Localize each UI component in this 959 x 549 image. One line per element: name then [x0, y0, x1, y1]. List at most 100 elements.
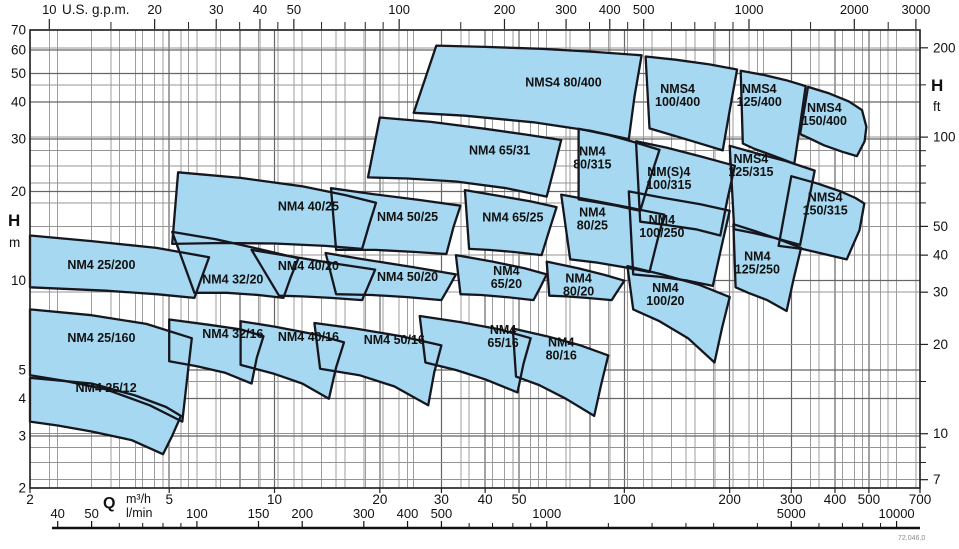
field-region-outline-nms4-80-400 [412, 44, 643, 141]
field-region-fill-nms4-150-400 [800, 86, 867, 157]
field-region-outline-nm4-40-20 [250, 248, 377, 302]
field-label: NM4 80/20 [563, 272, 594, 299]
left-axis-tick-label: 3 [18, 428, 26, 443]
field-label: NMS4 80/400 [525, 76, 601, 90]
bottom-axis-tick-label: 40 [478, 492, 493, 507]
field-region-fill-nm4-65-31 [368, 117, 562, 197]
field-region-outline-nms4-150-400 [798, 85, 868, 158]
top-axis-tick-label: 40 [253, 2, 267, 17]
field-region-fill-nm4-25-12 [30, 377, 181, 455]
left-axis-unit-label: m [9, 235, 21, 250]
field-label: NM4 125/250 [735, 250, 780, 277]
field-label: NM4 100/250 [639, 213, 684, 240]
field-label: NM4 50/20 [377, 270, 438, 284]
bottom-axis-tick-label: 10 [267, 492, 282, 507]
left-axis-tick-label: 40 [11, 95, 26, 110]
field-region-fill-nm4-25-200 [30, 235, 210, 298]
lmin-axis-tick-label: 10000 [879, 506, 915, 521]
bottom-axis-tick-label: 50 [512, 492, 527, 507]
lmin-axis-tick-label: 500 [431, 506, 453, 521]
left-axis-tick-label: 4 [18, 391, 26, 406]
field-label: NM4 100/20 [646, 281, 684, 308]
right-axis-unit-label: ft [933, 99, 941, 114]
field-region-fill-nm4-80-20 [546, 261, 625, 301]
field-region-fill-nms4-100-400 [645, 56, 738, 151]
bottom-axis-tick-label: 2 [26, 492, 34, 507]
field-region-outline-nm4-25-160 [28, 308, 193, 423]
left-axis-tick-label: 20 [11, 184, 26, 199]
field-region-outline-nms4-100-400 [644, 55, 739, 152]
top-axis-tick-label: 2000 [840, 2, 869, 17]
field-region-outline-nms4-125-315 [728, 144, 816, 247]
field-region-outline-nm4-65-25 [463, 188, 558, 257]
left-axis-tick-label: 30 [11, 132, 26, 147]
top-axis-tick-label: 400 [599, 2, 621, 17]
right-axis-tick-label: 40 [933, 248, 948, 263]
field-label: NMS4 150/315 [803, 191, 848, 218]
field-region-fill-nm4-65-25 [464, 190, 557, 256]
top-axis-tick-label: 50 [287, 2, 301, 17]
left-axis-tick-label: 5 [18, 362, 26, 377]
field-label: NM4 80/315 [573, 145, 611, 172]
field-region-outline-nms4-125-400 [739, 69, 807, 165]
lmin-axis-tick-label: 40 [50, 506, 64, 521]
top-axis-tick-label: 200 [494, 2, 516, 17]
field-region-fill-nm4-50-20 [325, 253, 456, 301]
field-label: NM4 50/25 [377, 210, 438, 224]
field-label: NMS4 150/400 [802, 101, 847, 128]
top-axis-tick-label: 100 [388, 2, 410, 17]
field-region-outline-nm-s-4-100-315 [634, 140, 737, 237]
field-region-outline-nm4-50-25 [329, 187, 462, 256]
field-region-fill-nm4-25-160 [30, 309, 192, 422]
lmin-axis-tick-label: 300 [353, 506, 375, 521]
field-region-fill-nms4-125-400 [740, 70, 806, 164]
field-region-fill-nm4-80-16 [512, 328, 609, 416]
field-label: NM4 80/25 [577, 206, 608, 233]
field-region-outline-nms4-150-315 [777, 175, 866, 261]
lmin-axis-tick-label: 100 [186, 506, 208, 521]
field-region-fill-nm4-32-20 [172, 231, 299, 298]
field-region-outline-nm4-32-16 [168, 318, 265, 385]
top-axis-tick-label: 20 [147, 2, 161, 17]
field-region-outline-nm4-25-12 [28, 376, 183, 456]
right-axis-tick-label: 20 [933, 337, 948, 352]
field-region-outline-nm4-40-16 [239, 320, 346, 400]
bottom-axis-tick-label: 200 [718, 492, 741, 507]
field-label: NM4 65/25 [482, 211, 543, 225]
field-region-outline-nm4-50-20 [324, 251, 458, 302]
top-axis-tick-label: 1000 [735, 2, 764, 17]
left-axis-h-label: H [8, 211, 21, 230]
field-region-outline-nm4-50-16 [313, 321, 443, 407]
field-label: NM(S)4 100/315 [646, 165, 691, 192]
field-region-outline-nm4-100-250 [627, 190, 731, 288]
right-axis-tick-label: 30 [933, 285, 948, 300]
field-label: NM4 50/16 [364, 333, 425, 347]
field-region-fill-nm-s-4-100-315 [636, 141, 735, 236]
bottom-axis-tick-label: 300 [780, 492, 803, 507]
right-axis-h-label: H [931, 76, 944, 95]
field-label: NMS4 125/315 [728, 152, 773, 179]
right-axis-tick-label: 100 [933, 130, 956, 145]
top-axis-tick-label: 500 [633, 2, 655, 17]
plot-border [29, 29, 921, 489]
top-axis-tick-label: 30 [209, 2, 223, 17]
field-region-outline-nm4-65-31 [366, 116, 563, 198]
lmin-axis-tick-label: 400 [397, 506, 419, 521]
lmin-axis-tick-label: 5000 [777, 506, 806, 521]
bottom-axis-tick-label: 30 [434, 492, 449, 507]
left-axis-tick-label: 2 [18, 481, 26, 496]
lmin-axis-tick-label: 200 [291, 506, 313, 521]
field-region-outline-nm4-80-20 [545, 260, 626, 302]
lmin-axis-tick-label: 50 [84, 506, 98, 521]
field-region-outline-nm4-80-16 [511, 327, 610, 418]
lmin-axis-tick-label: 1000 [532, 506, 561, 521]
field-region-fill-nm4-50-16 [314, 323, 442, 406]
bottom-axis-m3h-label: m³/h [126, 492, 151, 506]
field-label: NM4 80/16 [546, 336, 577, 363]
field-label: NM4 32/20 [202, 272, 263, 286]
top-axis-tick-label: 3000 [901, 2, 930, 17]
field-label: NMS4 125/400 [737, 82, 782, 109]
field-region-outline-nm4-25-200 [28, 234, 211, 300]
